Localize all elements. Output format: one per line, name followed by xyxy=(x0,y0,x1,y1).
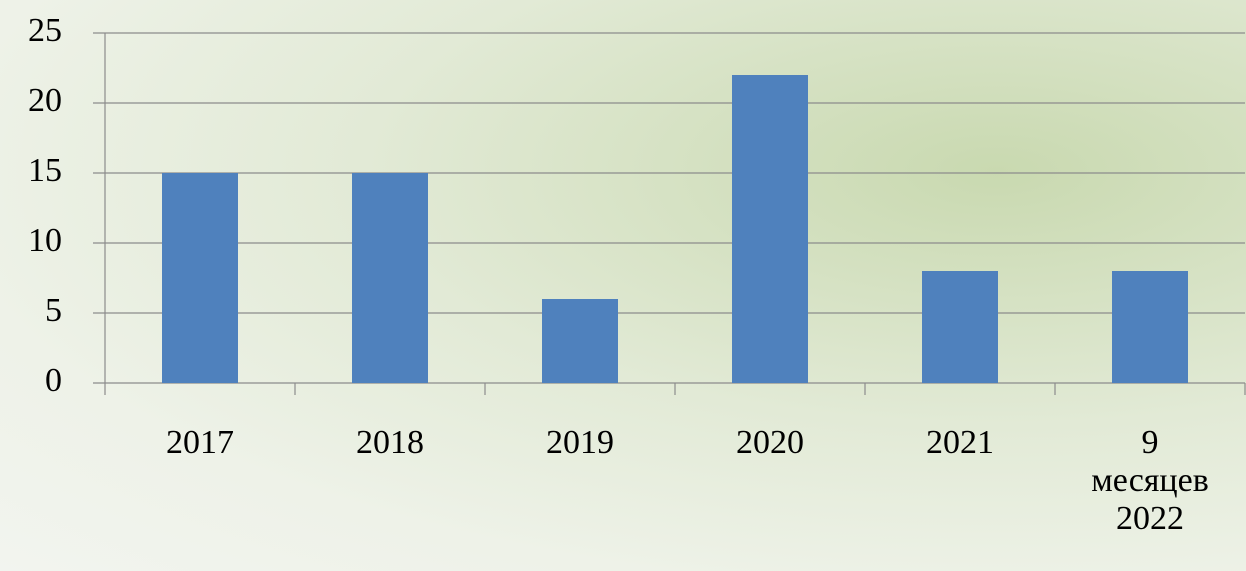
bar xyxy=(922,271,998,383)
plot: 0 5 10 15 20 25 xyxy=(0,0,1246,571)
y-tick-label: 15 xyxy=(28,152,62,189)
x-tick-label: 2021 xyxy=(900,424,1020,462)
bar xyxy=(162,173,238,383)
x-tick-label: 2020 xyxy=(710,424,830,462)
y-tick-label: 0 xyxy=(45,362,62,399)
y-tick-label: 25 xyxy=(28,12,62,49)
bar xyxy=(542,299,618,383)
y-tick-label: 20 xyxy=(28,82,62,119)
x-tick-label: 2017 xyxy=(140,424,260,462)
x-tick-label: 9 месяцев 2022 xyxy=(1090,424,1210,538)
bar xyxy=(1112,271,1188,383)
x-tick-label: 2018 xyxy=(330,424,450,462)
chart: 0 5 10 15 20 25 2017 2018 2019 2020 2021 9 месяцев… xyxy=(0,0,1246,571)
x-tick-label: 2019 xyxy=(520,424,640,462)
bar xyxy=(732,75,808,383)
y-tick-label: 5 xyxy=(45,292,62,329)
y-tick-label: 10 xyxy=(28,222,62,259)
bar xyxy=(352,173,428,383)
